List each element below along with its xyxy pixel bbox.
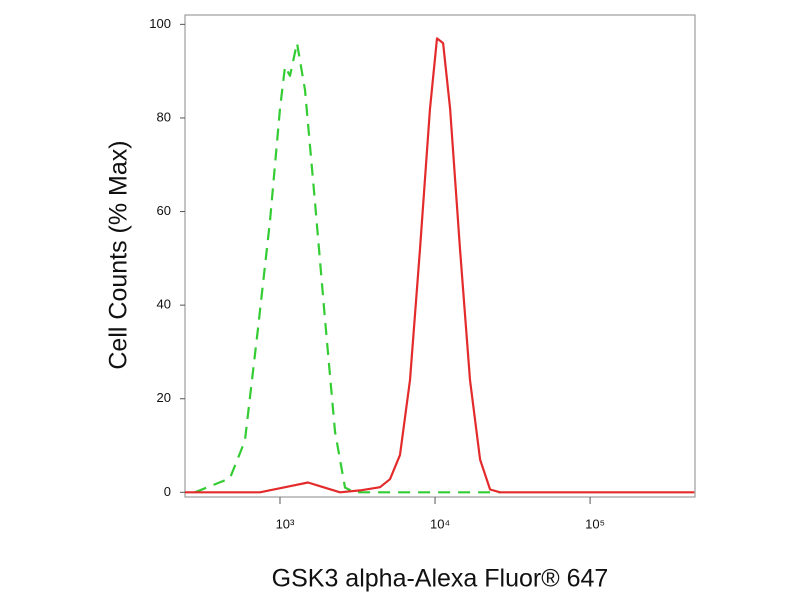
y-tick-label: 80: [157, 109, 171, 124]
histogram-line: [185, 37, 695, 494]
y-tick-label: 60: [157, 203, 171, 218]
x-tick-label: 10³: [276, 516, 295, 531]
plot-frame: [184, 14, 696, 498]
histogram-line: [194, 42, 501, 494]
y-axis-title: Cell Counts (% Max): [105, 140, 133, 369]
y-tick-label: 40: [157, 297, 171, 312]
y-tick-label: 20: [157, 390, 171, 405]
y-tick-label: 0: [164, 484, 171, 499]
x-tick-label: 10⁴: [430, 516, 450, 531]
x-tick-label: 10⁵: [585, 516, 605, 531]
x-axis-title: GSK3 alpha-Alexa Fluor® 647: [272, 565, 609, 593]
y-tick-label: 100: [149, 16, 171, 31]
